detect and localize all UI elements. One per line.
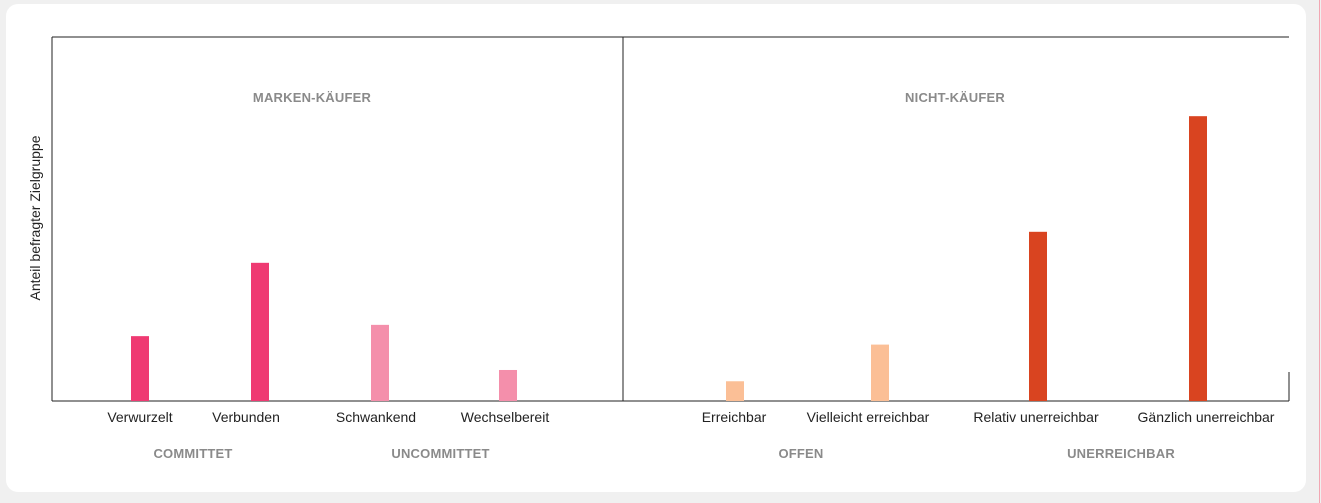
panel-title: MARKEN-KÄUFER [253,90,372,105]
x-tick-label: Verwurzelt [107,409,172,425]
chart-card [6,4,1306,492]
bar [1029,231,1047,401]
x-tick-label: Wechselbereit [461,409,550,425]
bar [131,336,149,401]
x-tick-label: Gänzlich unerreichbar [1138,409,1275,425]
bar [499,369,517,401]
right-edge-line [1319,0,1320,503]
group-label: OFFEN [778,446,823,461]
bar [251,262,269,401]
x-tick-label: Relativ unerreichbar [973,409,1099,425]
group-label: COMMITTET [153,446,232,461]
bar [726,381,744,401]
bar [871,344,889,401]
y-axis-label: Anteil befragter Zielgruppe [27,135,43,300]
chart-marks: MARKEN-KÄUFER Verwurzelt Verbunden Schwanke… [107,90,1274,461]
x-tick-label: Erreichbar [702,409,767,425]
x-tick-label: Schwankend [336,409,416,425]
x-tick-label: Vielleicht erreichbar [807,409,930,425]
x-tick-label: Verbunden [212,409,280,425]
group-label: UNERREICHBAR [1067,446,1175,461]
bar [371,324,389,401]
group-label: UNCOMMITTET [391,446,489,461]
chart-frame [51,36,1290,402]
panel-title: NICHT-KÄUFER [905,90,1005,105]
bar [1189,116,1207,402]
